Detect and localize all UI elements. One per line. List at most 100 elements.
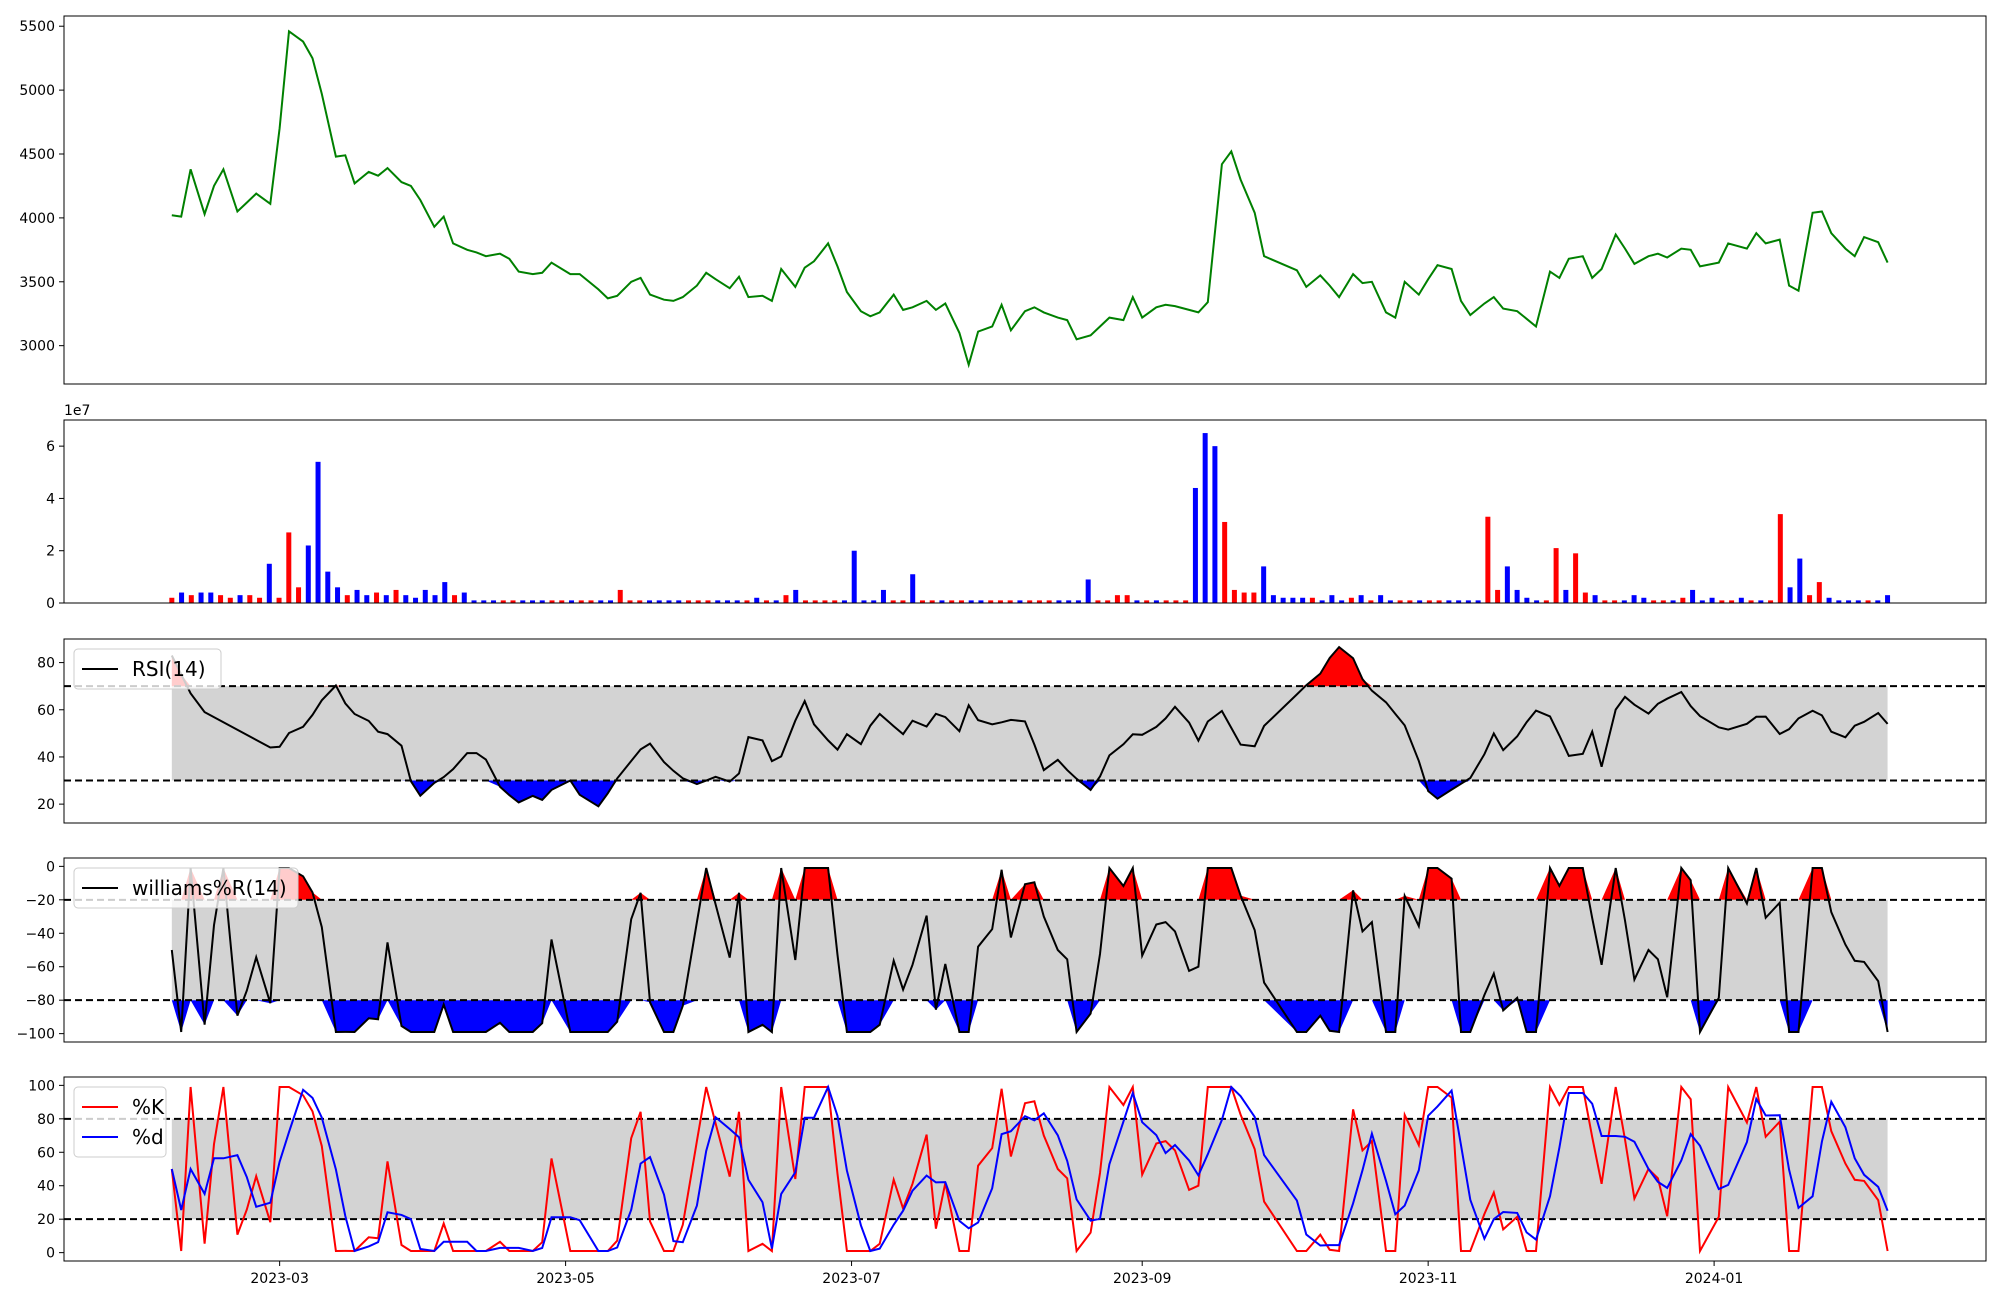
volume-bar [1358, 595, 1364, 603]
x-tick-label: 2023-07 [822, 1271, 881, 1287]
volume-bar [900, 600, 906, 603]
volume-bar [832, 600, 838, 603]
volume-bar [1036, 600, 1042, 603]
volume-bar [1563, 589, 1569, 603]
price-ytick-label: 3000 [19, 339, 55, 355]
volume-bar [1729, 600, 1735, 603]
volume-bar [773, 600, 779, 603]
price-ytick-label: 4500 [19, 147, 55, 163]
volume-bar [1270, 595, 1276, 603]
volume-bar [890, 600, 896, 603]
volume-bar [393, 589, 399, 603]
volume-bar [1855, 600, 1861, 603]
volume-bar [1631, 595, 1637, 603]
volume-bar [1153, 600, 1159, 603]
volume-bar [910, 574, 916, 603]
volume-bar [1017, 600, 1023, 603]
volume-bar [1816, 582, 1822, 603]
volume-bar [812, 600, 818, 603]
volume-bar [676, 600, 682, 603]
volume-bar [383, 595, 389, 603]
volume-bar [1407, 600, 1413, 603]
volume-bar [218, 595, 224, 603]
volume-bar [1865, 600, 1871, 603]
volume-bar [1173, 600, 1179, 603]
volume-bar [1329, 595, 1335, 603]
rsi-frame [63, 638, 1987, 824]
volume-bar [452, 595, 458, 603]
price-frame [63, 15, 1987, 385]
volume-bar [1426, 600, 1432, 603]
volume-bar [1231, 589, 1237, 603]
rsi-ytick-label: 60 [37, 703, 55, 719]
volume-bar [1446, 600, 1452, 603]
price-ytick-label: 4000 [19, 211, 55, 227]
volume-bar [695, 600, 701, 603]
volume-bar [227, 597, 233, 603]
volume-bar [1378, 595, 1384, 603]
volume-bar [1046, 600, 1052, 603]
volume-bar [374, 592, 380, 603]
volume-bar [1485, 516, 1491, 603]
volume-bar [198, 592, 204, 603]
volume-ytick-label: 0 [46, 596, 55, 612]
volume-bar [422, 589, 428, 603]
volume-bar [296, 587, 302, 603]
rsi-legend-label: RSI(14) [132, 657, 206, 681]
volume-bar [1797, 558, 1803, 603]
volume-bar [705, 600, 711, 603]
rsi-ytick-label: 20 [37, 797, 55, 813]
volume-bar [1709, 597, 1715, 603]
volume-bar [1456, 600, 1462, 603]
volume-bar [1212, 446, 1218, 603]
volume-bar [1787, 587, 1793, 603]
volume-bar [257, 597, 263, 603]
williams-line [170, 864, 1889, 1036]
volume-bar [549, 600, 555, 603]
volume-bar [1475, 600, 1481, 603]
volume-bar [510, 600, 516, 603]
volume-bar [734, 600, 740, 603]
volume-bar [1397, 600, 1403, 603]
stoch-ytick-label: 80 [37, 1112, 55, 1128]
volume-bar [1602, 600, 1608, 603]
volume-bar [1075, 600, 1081, 603]
volume-bar [1621, 600, 1627, 603]
volume-bar [1807, 595, 1813, 603]
volume-bar [247, 595, 253, 603]
volume-bar [1875, 600, 1881, 603]
price-panel: 3000 3500 4000 4500 5000 5500 [19, 15, 1987, 385]
volume-bar [1885, 595, 1891, 603]
volume-bar [1768, 600, 1774, 603]
volume-bar [276, 597, 282, 603]
stoch-frame [63, 1076, 1987, 1262]
volume-bar [559, 600, 565, 603]
volume-bar [1680, 597, 1686, 603]
volume-bar [871, 600, 877, 603]
volume-bar [1573, 553, 1579, 603]
williams-legend-box [73, 867, 299, 909]
volume-bar [315, 461, 321, 603]
stoch-plot-area [64, 1083, 1986, 1255]
volume-bar [354, 589, 360, 603]
williams-ytick-label: −20 [25, 893, 55, 909]
volume-bar [754, 597, 760, 603]
volume-bar [237, 595, 243, 603]
volume-bar [637, 600, 643, 603]
volume-bar [1134, 600, 1140, 603]
volume-panel: 0 2 4 6 1e7 [46, 403, 1987, 612]
volume-bar [1202, 433, 1208, 603]
stoch-ytick-label: 60 [37, 1145, 55, 1161]
volume-bar [1095, 600, 1101, 603]
volume-bar [500, 600, 506, 603]
rsi-legend-box [73, 648, 222, 690]
volume-bar [588, 600, 594, 603]
williams-oversold-fill [171, 1000, 1888, 1032]
volume-bar [802, 600, 808, 603]
volume-bar [958, 600, 964, 603]
volume-bar [1144, 600, 1150, 603]
volume-bar [344, 595, 350, 603]
stochastic-panel: 0 20 40 60 80 100 %K %d [28, 1076, 1987, 1262]
volume-bar [530, 600, 536, 603]
